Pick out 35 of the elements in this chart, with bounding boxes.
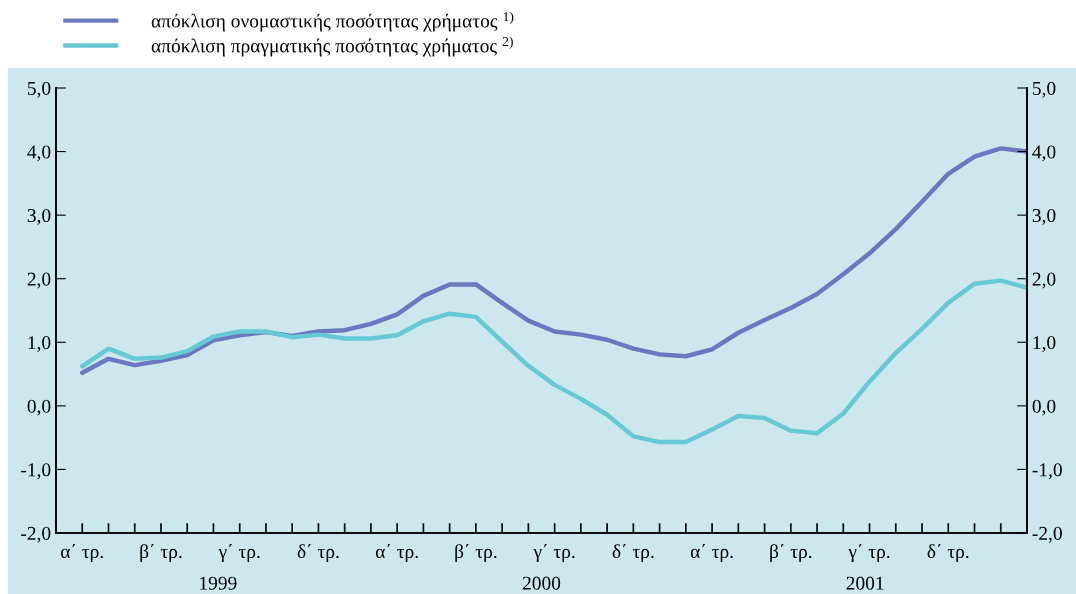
legend-label: απόκλιση πραγματικής ποσότητας χρήματος $^{2)}$ [151, 36, 513, 57]
text: 1999 [200, 576, 237, 590]
x-tick-label: δ΄ τρ. [297, 544, 339, 562]
y-tick-label: -2,0 [21, 526, 51, 543]
y-tick-label: 3,0 [27, 208, 51, 225]
x-tick-label: δ΄ τρ. [927, 544, 969, 562]
y2-tick-label: 2,0 [1032, 272, 1056, 289]
x-tick-label: β΄ τρ. [140, 544, 182, 562]
text: 2000 [522, 576, 561, 590]
y-tick-label: 0,0 [27, 399, 51, 416]
legend-label: απόκλιση ονομαστικής ποσότητας χρήματος $^{1)}$ [151, 11, 514, 32]
y2-tick-label: 3,0 [1032, 208, 1056, 225]
x-tick-label: α΄ τρ. [375, 544, 418, 562]
y-tick-label: -1,0 [21, 463, 51, 480]
line-series [80, 146, 1027, 376]
y2-tick-label: 1,0 [1033, 336, 1056, 353]
x-tick-label: α΄ τρ. [61, 544, 103, 562]
x-tick-label: β΄ τρ. [455, 544, 497, 562]
x-tick-label: δ΄ τρ. [612, 544, 654, 562]
y-tick-label: 2,0 [27, 272, 51, 289]
y2-tick-label: 4,0 [1032, 145, 1056, 162]
y2-tick-label: -1,0 [1032, 463, 1062, 480]
y-tick-label: 5,0 [27, 81, 51, 98]
text: 2001 [846, 576, 884, 590]
x-tick-label: α΄ τρ. [690, 544, 733, 562]
y2-tick-label: 5,0 [1032, 81, 1056, 98]
x-tick-label: β΄ τρ. [770, 544, 812, 562]
y2-tick-label: -2,0 [1032, 526, 1062, 543]
x-tick-label: γ΄ τρ. [533, 544, 575, 562]
y-tick-label: 4,0 [27, 145, 51, 162]
x-tick-label: γ΄ τρ. [218, 544, 260, 562]
x-tick-label: γ΄ τρ. [848, 544, 890, 562]
line-series [80, 278, 1027, 445]
y-tick-label: 1,0 [28, 336, 51, 353]
y2-tick-label: 0,0 [1032, 399, 1056, 416]
